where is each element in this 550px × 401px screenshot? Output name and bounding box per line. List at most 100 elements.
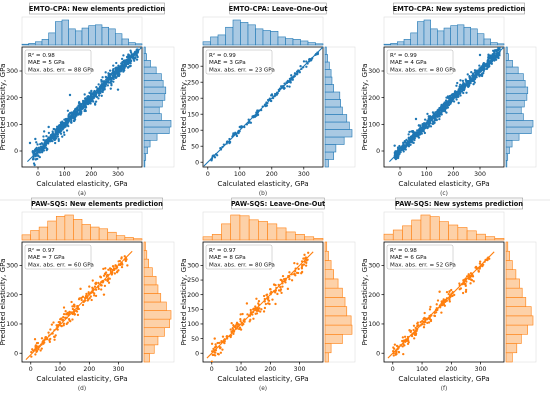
right-histogram-bar: [143, 66, 157, 74]
scatter-point: [31, 150, 34, 154]
scatter-point: [99, 275, 102, 278]
y-tick-label: 300: [6, 263, 18, 270]
x-tick-label: 100: [235, 366, 247, 373]
top-histogram-bar: [247, 24, 256, 46]
scatter-point: [402, 150, 405, 153]
right-histogram-bar: [324, 129, 353, 138]
panel-title: PAW-SQS: Leave-One-Out: [231, 200, 325, 208]
scatter-point: [403, 140, 406, 143]
scatter-point: [42, 149, 46, 152]
scatter-point: [100, 288, 103, 291]
scatter-point: [128, 65, 131, 68]
scatter-point: [100, 78, 103, 82]
scatter-point: [62, 131, 66, 134]
top-histogram-bar: [411, 219, 422, 241]
scatter-point: [407, 145, 411, 148]
scatter-point: [125, 258, 128, 261]
scatter-point: [289, 81, 292, 84]
top-histogram-bar: [277, 36, 286, 46]
scatter-point: [41, 142, 44, 146]
scatter-point: [271, 298, 274, 301]
scatter-point: [459, 94, 462, 97]
scatter-point: [213, 337, 216, 340]
scatter-point: [39, 151, 42, 154]
panel-caption: (e): [259, 386, 267, 392]
scatter-point: [255, 297, 258, 300]
x-tick-label: 100: [54, 366, 66, 373]
scatter-point: [84, 295, 88, 298]
scatter-point: [241, 312, 244, 316]
scatter-point: [401, 345, 404, 348]
scatter-point: [83, 108, 87, 111]
scatter-point: [89, 94, 93, 98]
top-histogram-bar: [75, 30, 83, 46]
scatter-point: [297, 267, 300, 271]
scatter-point: [478, 73, 481, 76]
top-histogram-bar: [258, 221, 268, 241]
scatter-point: [295, 271, 299, 275]
scatter-point: [435, 110, 439, 113]
right-histogram-bar: [505, 343, 518, 354]
scatter-point: [90, 90, 93, 93]
scatter-point: [103, 272, 107, 275]
scatter-point: [249, 318, 252, 321]
scatter-point: [32, 162, 36, 165]
top-histogram-bar: [392, 229, 403, 241]
scatter-point: [36, 148, 39, 151]
scatter-point: [465, 91, 468, 94]
scatter-point: [269, 288, 272, 291]
scatter-point: [70, 300, 73, 304]
scatter-point: [438, 113, 441, 116]
stats-box-frame: [205, 244, 273, 270]
scatter-point: [288, 85, 291, 88]
scatter-point: [133, 59, 136, 62]
scatter-point: [60, 317, 63, 320]
fit-line: [27, 47, 142, 162]
scatter-point: [115, 271, 119, 274]
panel-title: EMTO-CPA: New systems prediction: [393, 5, 526, 13]
scatter-point: [47, 125, 50, 129]
scatter-point: [31, 348, 34, 351]
scatter-point: [30, 351, 33, 354]
scatter-point: [80, 108, 83, 111]
scatter-point: [47, 331, 50, 334]
scatter-point: [54, 128, 57, 131]
scatter-point: [42, 135, 45, 138]
scatter-point: [267, 302, 270, 305]
scatter-point: [265, 293, 268, 297]
scatter-point: [456, 81, 459, 85]
scatter-point: [229, 328, 232, 331]
scatter-point: [106, 77, 110, 80]
scatter-point: [46, 137, 50, 140]
scatter-point: [94, 294, 98, 298]
scatter-point: [238, 125, 241, 129]
top-histogram-bar: [463, 26, 471, 46]
scatter-point: [296, 262, 299, 265]
scatter-point: [102, 293, 106, 296]
right-histogram-bar: [505, 113, 524, 121]
scatter-point: [87, 95, 91, 98]
scatter-point: [398, 144, 401, 148]
x-tick-label: 100: [234, 171, 246, 178]
scatter-point: [470, 71, 473, 74]
scatter-point: [56, 328, 59, 331]
scatter-point: [305, 259, 308, 262]
right-histogram-bar: [143, 301, 167, 311]
scatter-point: [478, 267, 481, 270]
top-histogram-bar: [390, 43, 398, 46]
top-histogram-bar: [450, 25, 458, 46]
scatter-point: [446, 104, 449, 108]
scatter-point: [269, 99, 273, 103]
top-histogram-bar: [55, 215, 66, 241]
right-histogram-bar: [143, 146, 148, 154]
scatter-point: [448, 95, 452, 99]
stats-line: MAE = 8 GPa: [209, 255, 246, 261]
scatter-point: [100, 94, 103, 97]
top-histogram-bar: [81, 224, 91, 241]
scatter-point: [97, 97, 100, 100]
scatter-point: [39, 143, 42, 146]
scatter-point: [43, 130, 46, 133]
scatter-point: [134, 56, 137, 59]
scatter-point: [464, 290, 468, 293]
